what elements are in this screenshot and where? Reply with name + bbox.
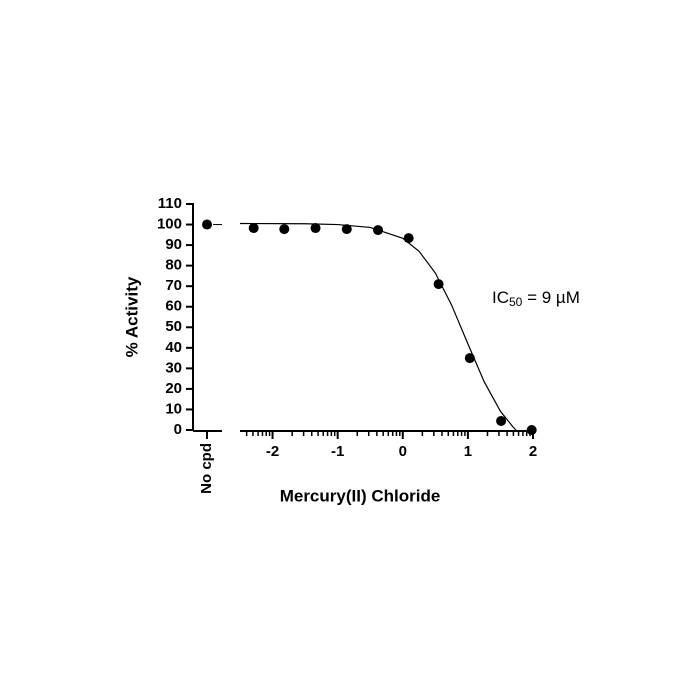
x-tick-label: -1: [331, 443, 344, 460]
annotation: IC50 = 9 µM: [492, 288, 580, 309]
fit-curve: [239, 222, 517, 431]
data-point: [310, 223, 321, 234]
data-point: [341, 224, 352, 235]
data-point: [433, 279, 444, 290]
data-point: [464, 353, 475, 364]
annotation-rest: = 9 µM: [522, 288, 580, 307]
y-tick-label: 100: [157, 216, 182, 233]
y-tick-label: 50: [165, 318, 182, 335]
y-tick-label: 60: [165, 298, 182, 315]
data-point: [496, 415, 507, 426]
y-tick-label: 70: [165, 277, 182, 294]
x-tick-label: 0: [399, 443, 407, 460]
y-tick-label: 40: [165, 339, 182, 356]
x-tick-label: -2: [266, 443, 279, 460]
control-point: [202, 219, 212, 230]
y-tick-label: 110: [158, 195, 182, 212]
y-tick-label: 80: [165, 257, 182, 274]
data-point: [373, 225, 384, 236]
annotation-text: IC: [492, 288, 509, 307]
y-axis-title: % Activity: [122, 276, 141, 357]
x-tick-label: 1: [464, 443, 472, 460]
data-point: [526, 425, 537, 435]
data-point: [248, 223, 259, 234]
y-tick-label: 20: [165, 380, 182, 397]
data-point: [403, 233, 414, 244]
y-tick-label: 0: [174, 421, 182, 438]
y-tick-label: 30: [165, 359, 182, 376]
y-tick-label: 90: [165, 236, 182, 253]
data-point: [279, 224, 290, 235]
x-tick-label: 2: [529, 443, 537, 460]
y-tick-label: 10: [165, 400, 182, 417]
annotation-sub: 50: [509, 295, 523, 309]
control-label: No cpd: [198, 443, 215, 494]
x-axis-title: Mercury(II) Chloride: [280, 486, 441, 505]
